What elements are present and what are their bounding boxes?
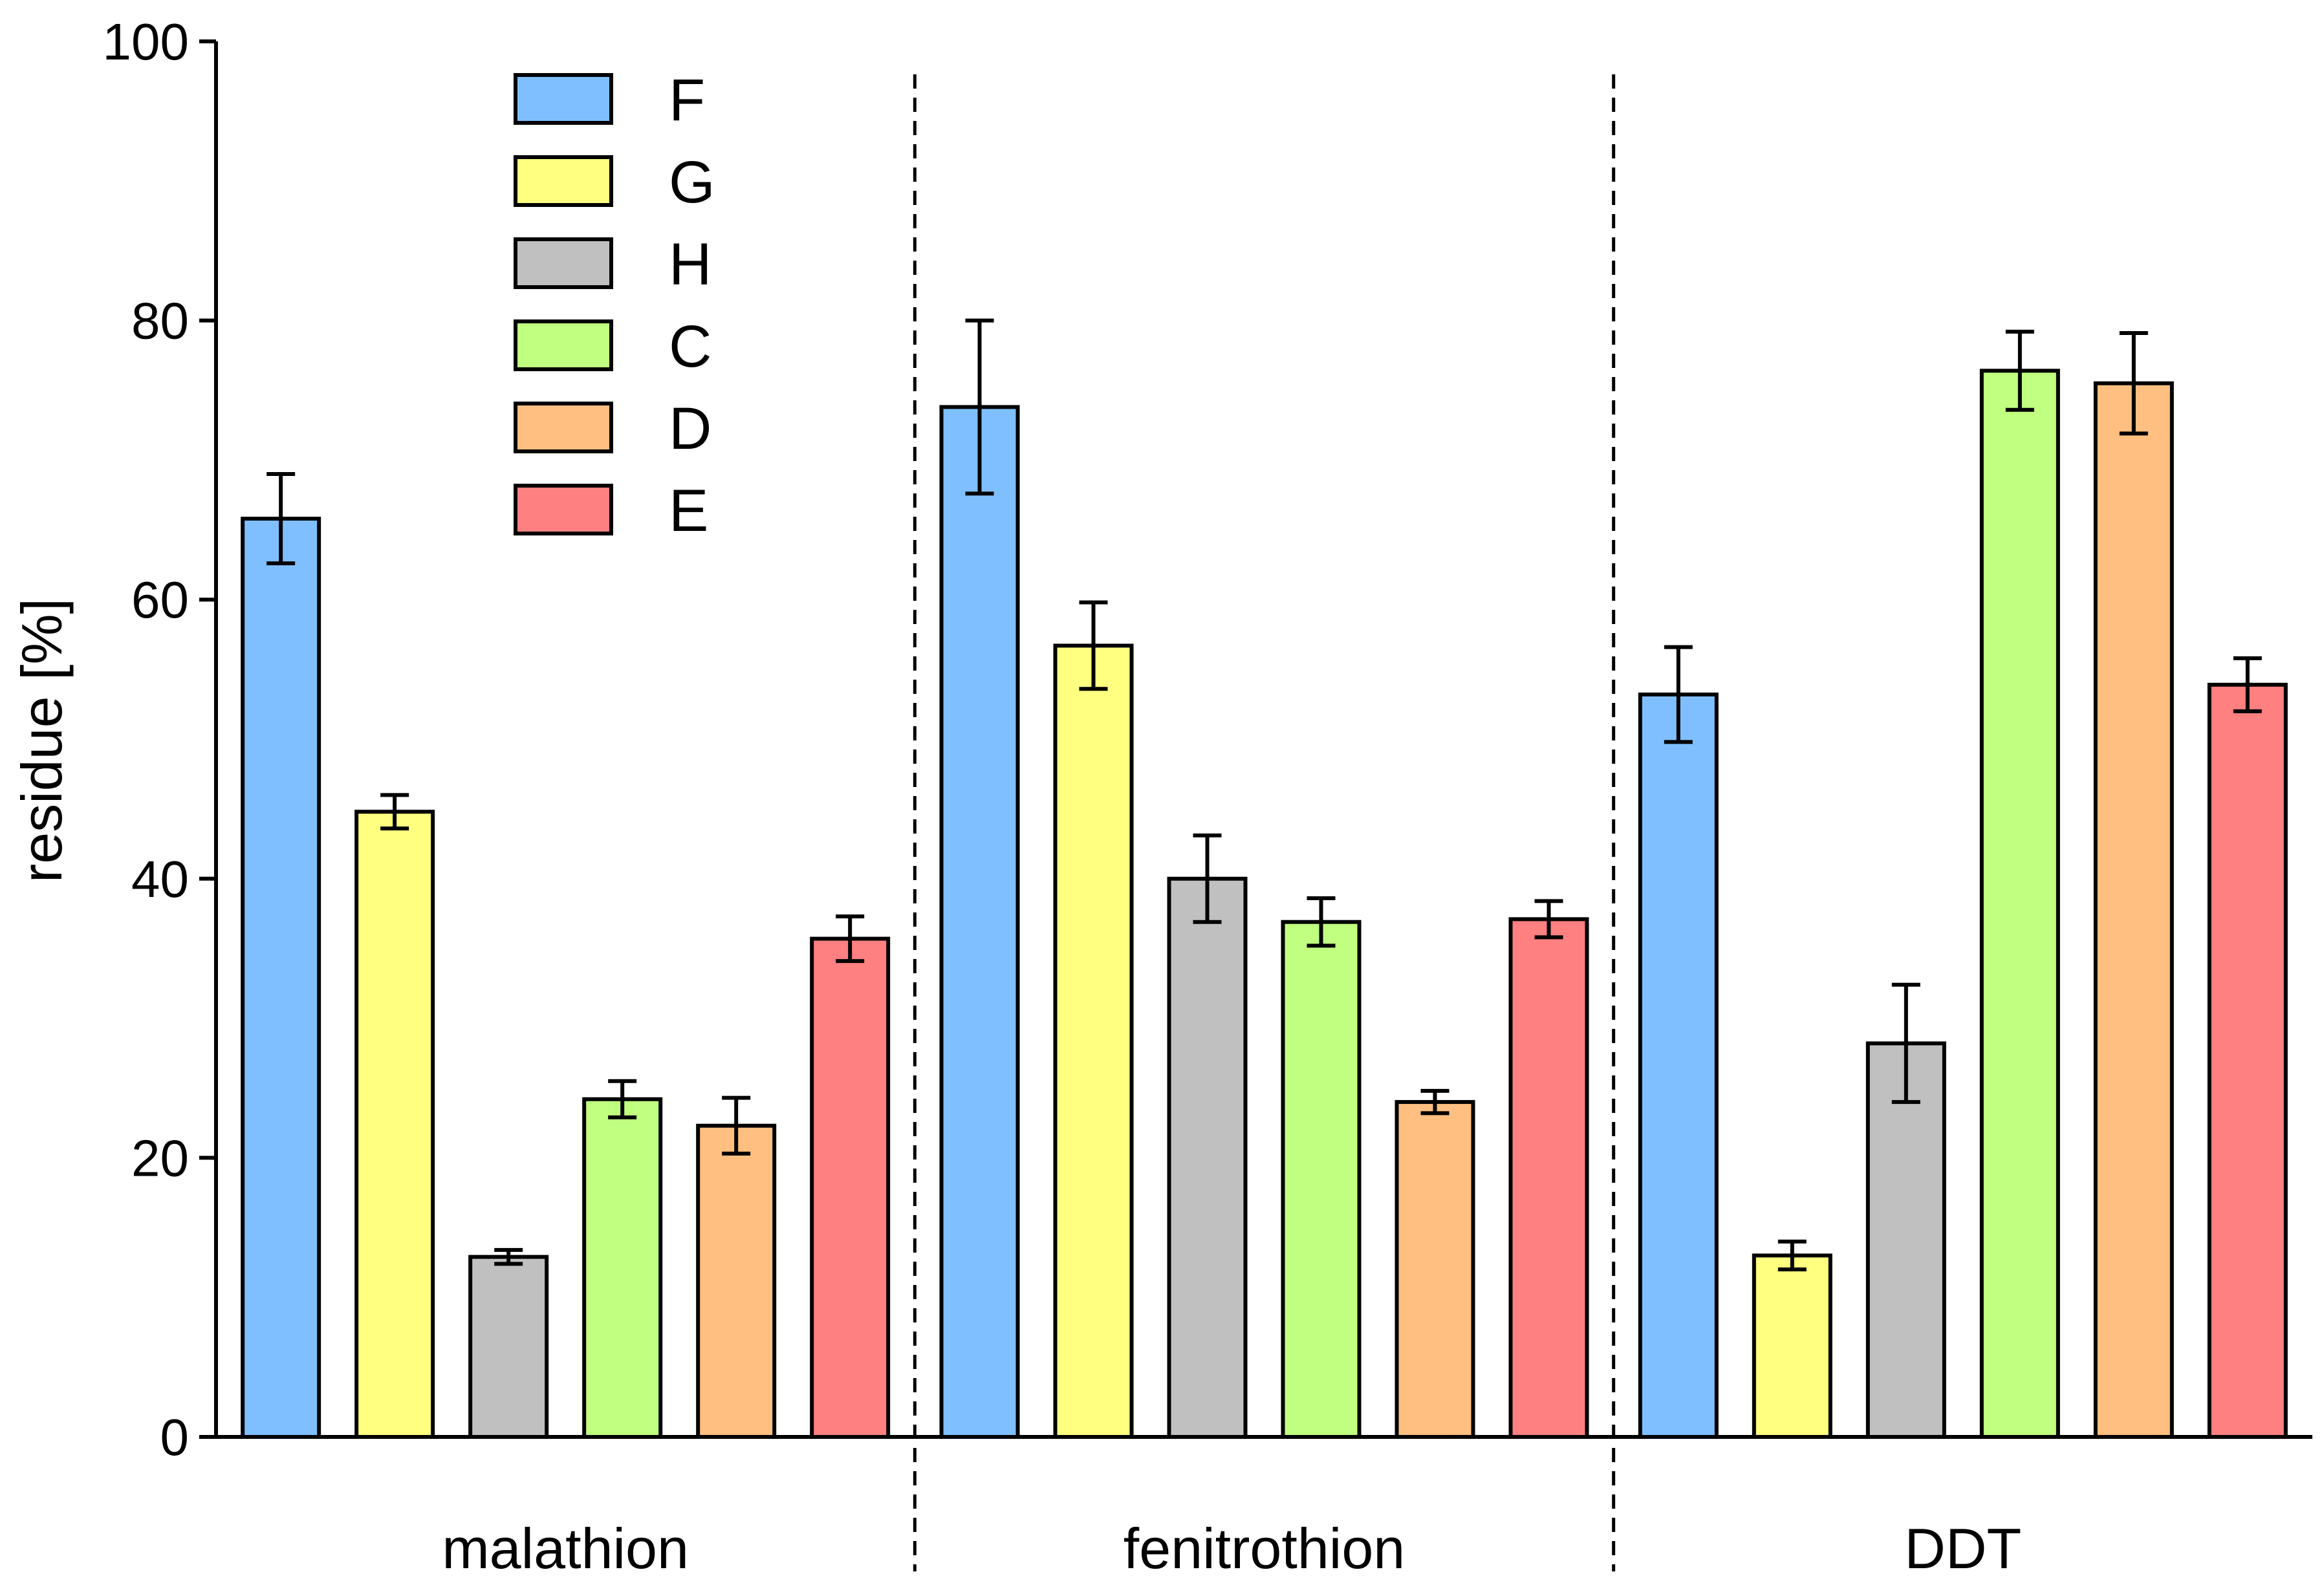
y-tick-label: 0	[160, 1408, 190, 1466]
bars	[241, 318, 2288, 1439]
bar-E	[1508, 917, 1589, 1439]
y-tick-label: 80	[131, 292, 189, 350]
y-tick-label: 20	[131, 1129, 189, 1187]
bar-D	[696, 1123, 777, 1439]
legend-swatch-G	[514, 155, 613, 207]
x-category-label: DDT	[1904, 1516, 2021, 1580]
bar-C	[1281, 920, 1362, 1439]
bar-C	[1979, 369, 2060, 1439]
bar-C	[582, 1097, 663, 1439]
bar-D	[2093, 381, 2174, 1439]
x-category-label: malathion	[442, 1516, 689, 1580]
legend-swatch-F	[514, 73, 613, 125]
group-separators	[913, 74, 1616, 1571]
y-axis-title: residue [%]	[10, 598, 74, 883]
bar-G	[1752, 1253, 1832, 1439]
bar-E	[2207, 682, 2288, 1439]
y-tick-label: 60	[131, 571, 189, 629]
bar-D	[1395, 1100, 1475, 1439]
legend-label-C: C	[669, 314, 711, 380]
bar-G	[1053, 643, 1134, 1439]
bar-H	[468, 1255, 549, 1439]
legend-swatch-C	[514, 319, 613, 371]
legend-label-E: E	[669, 478, 708, 544]
legend-label-G: G	[669, 149, 715, 215]
bar-F	[1638, 692, 1719, 1439]
legend-swatch-D	[514, 402, 613, 453]
y-tick-label: 100	[103, 13, 189, 70]
y-tick-label: 40	[131, 850, 189, 908]
legend-label-H: H	[669, 232, 711, 297]
bar-H	[1167, 876, 1248, 1439]
legend-label-F: F	[669, 67, 705, 133]
bar-F	[939, 405, 1020, 1439]
legend-swatch-H	[514, 237, 613, 289]
legend-swatch-E	[514, 484, 613, 535]
bar-H	[1865, 1041, 1946, 1439]
bar-G	[354, 810, 435, 1439]
legend-label-D: D	[669, 396, 711, 462]
bar-F	[241, 517, 321, 1439]
x-category-label: fenitrothion	[1124, 1516, 1405, 1580]
axes: 0 20 40 60 80 100 malathion fenitrothion DDT	[103, 13, 2312, 1580]
bar-E	[810, 936, 891, 1439]
